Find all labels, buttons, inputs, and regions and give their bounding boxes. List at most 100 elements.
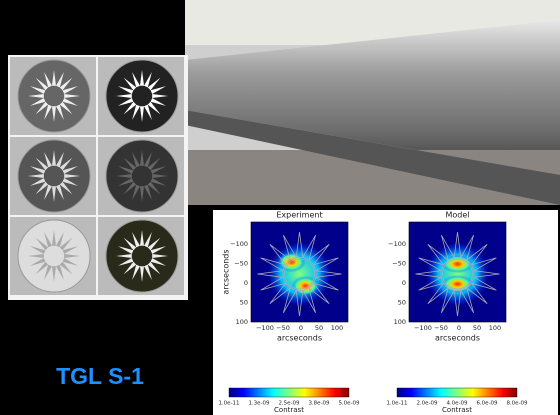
petal bbox=[28, 174, 44, 178]
petal bbox=[59, 157, 73, 171]
petal bbox=[44, 104, 52, 120]
petal bbox=[30, 98, 46, 106]
petal bbox=[118, 166, 134, 174]
petal bbox=[118, 258, 134, 266]
petal bbox=[132, 264, 140, 280]
x-tick-label: −100 bbox=[414, 324, 432, 332]
petal bbox=[44, 72, 52, 88]
petal bbox=[123, 157, 137, 171]
center bbox=[133, 167, 151, 185]
petal bbox=[453, 290, 462, 317]
wafer-grid bbox=[10, 57, 184, 295]
petal bbox=[64, 174, 80, 178]
petal bbox=[132, 184, 140, 200]
center bbox=[45, 87, 63, 105]
outline bbox=[284, 258, 315, 290]
petal bbox=[116, 254, 132, 258]
petal bbox=[269, 243, 291, 266]
petal bbox=[59, 181, 73, 195]
y-tick-label: −100 bbox=[230, 240, 248, 248]
x-tick-label: 50 bbox=[473, 324, 481, 332]
petal bbox=[28, 254, 44, 258]
petal bbox=[52, 266, 56, 282]
petal bbox=[118, 98, 134, 106]
petal bbox=[312, 257, 339, 272]
petal bbox=[152, 174, 168, 178]
petal bbox=[35, 101, 49, 115]
colorbar-tick-label: 5.0e-09 bbox=[338, 401, 360, 407]
petal bbox=[44, 152, 52, 168]
panel-title: Model bbox=[445, 211, 469, 220]
petal bbox=[56, 152, 64, 168]
petal bbox=[269, 282, 291, 305]
x-tick-label: 50 bbox=[315, 324, 323, 332]
y-tick-label: −50 bbox=[234, 260, 248, 268]
petal bbox=[123, 237, 137, 251]
petal bbox=[59, 261, 73, 275]
petal bbox=[62, 166, 78, 174]
petal bbox=[62, 246, 78, 254]
petal bbox=[441, 287, 455, 313]
petal bbox=[52, 186, 56, 202]
petal bbox=[152, 94, 168, 98]
petal bbox=[150, 178, 166, 186]
petal bbox=[30, 258, 46, 266]
petal bbox=[44, 264, 52, 280]
colorbar-tick-label: 1.3e-09 bbox=[248, 401, 270, 407]
petal bbox=[302, 235, 316, 261]
petal bbox=[30, 166, 46, 174]
petal bbox=[52, 70, 56, 86]
petal bbox=[315, 270, 342, 278]
petal bbox=[56, 232, 64, 248]
petal bbox=[150, 98, 166, 106]
petal bbox=[35, 181, 49, 195]
petal bbox=[308, 243, 330, 266]
petal bbox=[140, 106, 144, 122]
colorbar-tick-label: 1.0e-11 bbox=[386, 401, 407, 407]
petal bbox=[295, 290, 304, 317]
petal bbox=[150, 166, 166, 174]
colorbar-tick-label: 4.0e-09 bbox=[446, 401, 468, 407]
petal bbox=[427, 243, 449, 266]
petal bbox=[35, 237, 49, 251]
petal bbox=[260, 276, 287, 291]
outline bbox=[442, 258, 473, 290]
petal bbox=[152, 254, 168, 258]
petal bbox=[30, 86, 46, 94]
petal bbox=[150, 246, 166, 254]
petal bbox=[147, 181, 161, 195]
petal bbox=[470, 276, 497, 291]
center bbox=[45, 167, 63, 185]
petal bbox=[418, 257, 445, 272]
petal bbox=[59, 101, 73, 115]
center bbox=[45, 247, 63, 265]
x-tick-label: 0 bbox=[457, 324, 461, 332]
y-tick-label: 100 bbox=[394, 318, 406, 326]
petal bbox=[260, 257, 287, 272]
petal bbox=[123, 77, 137, 91]
y-tick-label: 50 bbox=[240, 299, 248, 307]
petal bbox=[460, 235, 474, 261]
petal bbox=[427, 282, 449, 305]
petal bbox=[44, 232, 52, 248]
petal bbox=[62, 98, 78, 106]
petal bbox=[132, 104, 140, 120]
y-tick-label: 0 bbox=[244, 279, 248, 287]
petal bbox=[147, 237, 161, 251]
petal bbox=[62, 178, 78, 186]
petal bbox=[116, 94, 132, 98]
petal bbox=[59, 77, 73, 91]
y-tick-label: 100 bbox=[236, 318, 248, 326]
tube-photo bbox=[185, 0, 560, 205]
petal bbox=[30, 178, 46, 186]
petal bbox=[52, 150, 56, 166]
x-tick-label: 100 bbox=[489, 324, 501, 332]
petal bbox=[415, 270, 442, 278]
petal bbox=[283, 235, 297, 261]
y-tick-label: 0 bbox=[402, 279, 406, 287]
x-axis-label: arcseconds bbox=[277, 334, 322, 343]
petal bbox=[283, 287, 297, 313]
petal bbox=[147, 77, 161, 91]
petal bbox=[35, 77, 49, 91]
